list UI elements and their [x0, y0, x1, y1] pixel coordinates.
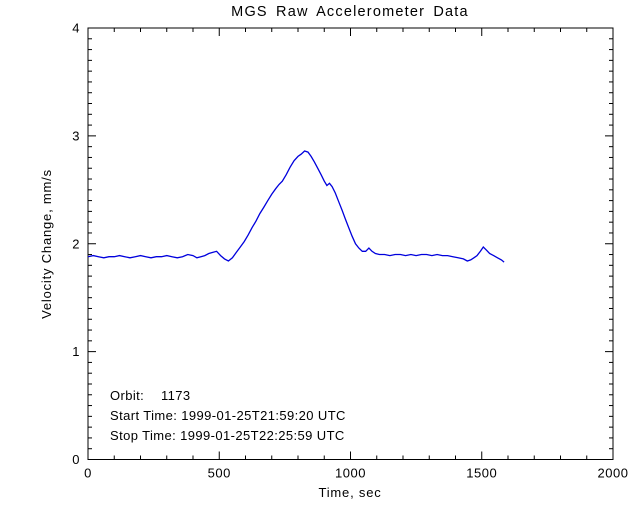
- orbit-value: 1173: [161, 388, 191, 403]
- data-series: [87, 150, 505, 263]
- y-tick-label: 0: [72, 452, 80, 467]
- y-tick-label: 4: [72, 21, 80, 36]
- y-tick-label: 3: [72, 128, 80, 143]
- tick-labels: 0 500 1000 1500 2000 0 1 2 3 4: [72, 21, 628, 481]
- tick-marks: [87, 27, 614, 460]
- orbit-label: Orbit:: [110, 388, 144, 403]
- x-tick-label: 1500: [466, 466, 497, 481]
- y-axis-label: Velocity Change, mm/s: [39, 169, 54, 319]
- y-tick-label: 2: [72, 236, 80, 251]
- x-tick-label: 1000: [335, 466, 366, 481]
- data-line-velocity-change: [87, 150, 505, 263]
- x-tick-label: 500: [208, 466, 231, 481]
- chart-title: MGS Raw Accelerometer Data: [231, 4, 469, 20]
- y-tick-label: 1: [72, 344, 80, 359]
- x-tick-label: 0: [84, 466, 92, 481]
- x-tick-label: 2000: [598, 466, 629, 481]
- stop-time-annotation: Stop Time: 1999-01-25T22:25:59 UTC: [110, 428, 345, 443]
- start-time-annotation: Start Time: 1999-01-25T21:59:20 UTC: [110, 408, 346, 423]
- x-axis-label: Time, sec: [318, 485, 381, 500]
